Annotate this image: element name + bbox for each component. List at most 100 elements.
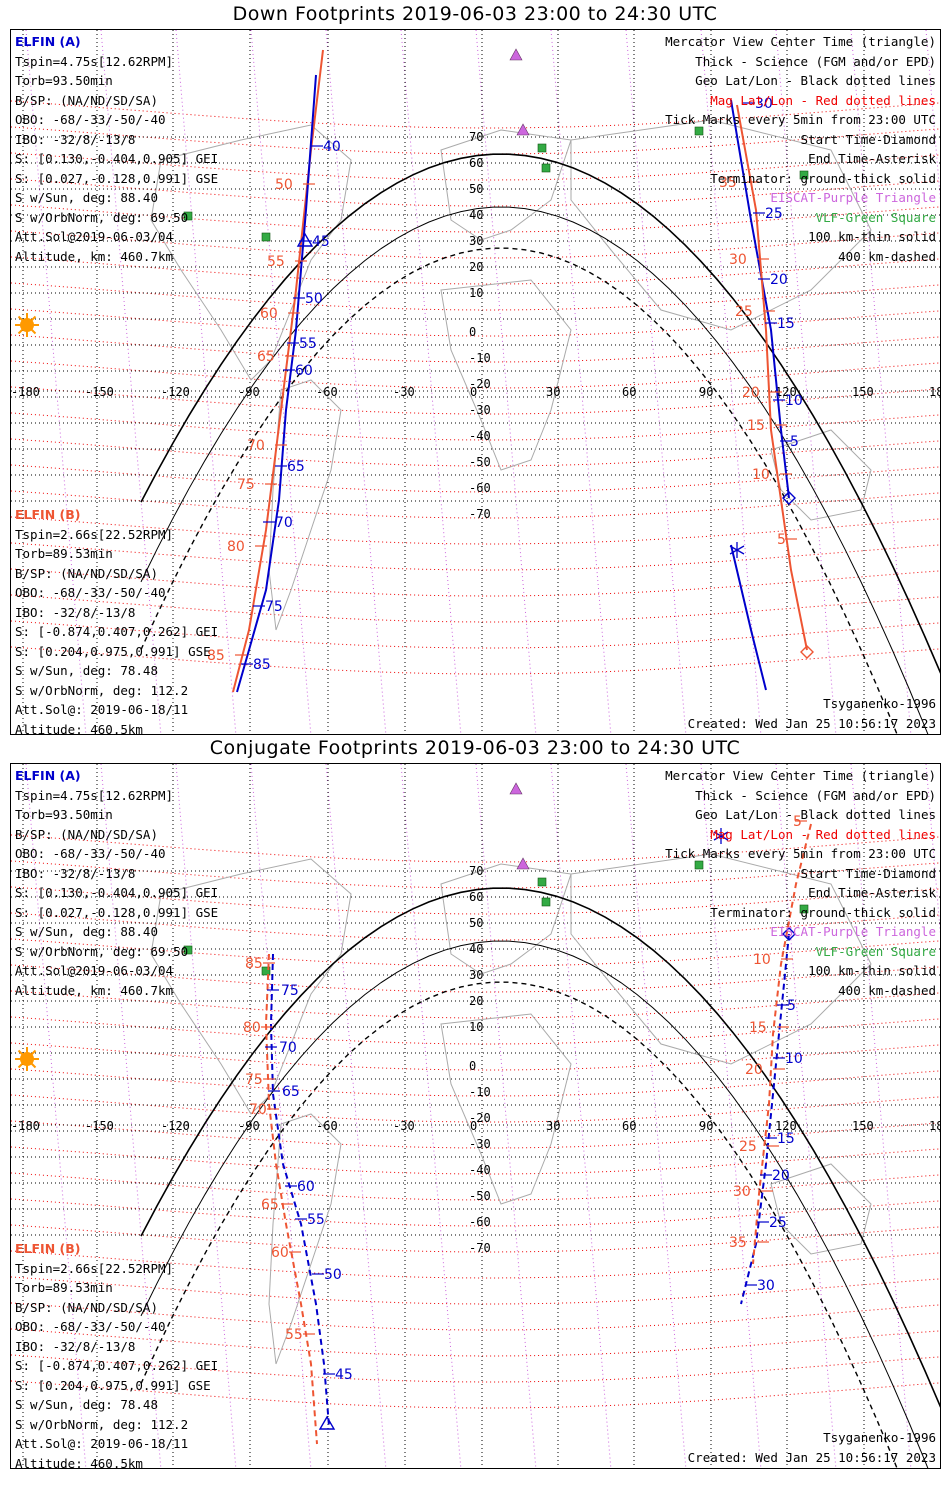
lat-tick-label: 70 xyxy=(469,864,483,878)
elfin-b-tick-label: 25 xyxy=(735,304,753,320)
mag-lat-line xyxy=(11,594,940,623)
legend-item: Terminator: ground-thick solid xyxy=(710,904,936,920)
lat-tick-label: 10 xyxy=(469,286,483,300)
elfin-a-tick-label: 25 xyxy=(765,206,783,222)
elfin-b-tick-label: 80 xyxy=(227,539,245,555)
legend-item: Tick Marks every 5min from 23:00 UTC xyxy=(665,846,936,861)
mag-lat-line xyxy=(11,860,940,889)
elfin-b-tick-label: 55 xyxy=(267,254,285,270)
info-line: IBO: -32/8/-13/8 xyxy=(15,865,136,881)
legend-item: 100 km-thin solid xyxy=(808,963,936,978)
terminator-100km xyxy=(140,206,929,734)
sun-icon xyxy=(15,313,39,337)
elfin-b-tick-label: 70 xyxy=(247,438,265,454)
continent-outline xyxy=(150,124,352,381)
elfin-b-label: ELFIN (B) xyxy=(15,507,81,522)
mag-lat-line xyxy=(11,282,940,311)
continent-outline xyxy=(268,1113,342,1365)
mag-lat-line xyxy=(11,438,940,467)
mag-lat-line xyxy=(11,204,940,233)
elfin-b-tick-label: 20 xyxy=(745,1062,763,1078)
elfin-a-tick-label: 10 xyxy=(785,1051,803,1067)
elfin-b-tick-label: 15 xyxy=(749,1020,767,1036)
purple-triangle-icon xyxy=(509,782,523,795)
lon-tick-label: 90 xyxy=(699,1119,713,1133)
lon-tick-label: -90 xyxy=(238,385,260,399)
sun-icon xyxy=(15,1047,39,1071)
info-line: B/SP: (NA/ND/SD/SA) xyxy=(15,1299,158,1315)
legend-item: Tick Marks every 5min from 23:00 UTC xyxy=(665,112,936,127)
map-down-footprints: -180-150-120-90-60-300306090120150180706… xyxy=(11,30,941,734)
legend-item: 400 km-dashed xyxy=(838,982,936,998)
elfin-a-tick-label: 45 xyxy=(335,1367,353,1383)
lat-tick-label: 20 xyxy=(469,260,483,274)
legend-item: Mercator View Center Time (triangle) xyxy=(665,768,936,783)
lon-tick-label: -60 xyxy=(316,385,338,399)
continent-outline xyxy=(570,119,872,331)
lon-tick-label: 150 xyxy=(852,385,874,399)
mag-lat-line xyxy=(11,230,940,259)
mag-lat-line xyxy=(11,360,940,389)
panel-2-title: Conjugate Footprints 2019-06-03 23:00 to… xyxy=(209,737,741,759)
legend-item: Geo Lat/Lon - Black dotted lines xyxy=(695,807,936,822)
green-square-icon xyxy=(799,904,809,914)
map-conjugate-footprints: -180-150-120-90-60-300306090120150180706… xyxy=(11,764,940,1468)
elfin-a-tick-label: 5 xyxy=(790,434,799,450)
diamond-icon xyxy=(782,491,796,505)
info-line: Torb=89.53min xyxy=(15,1280,113,1295)
lon-tick-label: -60 xyxy=(316,1119,338,1133)
elfin-b-tick-label: 15 xyxy=(747,418,765,434)
legend-item: Mag Lat/Lon - Red dotted lines xyxy=(710,92,936,108)
green-square-icon xyxy=(537,143,547,153)
mag-lat-line xyxy=(11,938,940,967)
elfin-b-info: ELFIN (B) Tspin=2.66s[22.52RPM] Torb=89.… xyxy=(15,1239,218,1468)
elfin-a-tick-label: 75 xyxy=(281,983,299,999)
elfin-b-tick-label: 25 xyxy=(739,1139,757,1155)
legend-item: VLF-Green Square xyxy=(815,943,936,959)
continent-outline xyxy=(440,863,572,975)
lon-tick-label: -90 xyxy=(238,1119,260,1133)
terminator-400km xyxy=(140,981,898,1468)
info-line: B/SP: (NA/ND/SD/SA) xyxy=(15,565,158,581)
elfin-b-tick-label: 60 xyxy=(271,1245,289,1261)
elfin-a-track xyxy=(269,953,330,1427)
lat-tick-label: -30 xyxy=(469,1137,491,1151)
lon-tick-label: 60 xyxy=(622,1119,636,1133)
panel-1-title: Down Footprints 2019-06-03 23:00 to 24:3… xyxy=(232,3,718,25)
mag-lat-line xyxy=(11,886,940,915)
mag-lat-line xyxy=(11,1016,940,1045)
lat-tick-label: -70 xyxy=(469,507,491,521)
info-line: Altitude, km: 460.7km xyxy=(15,248,174,264)
terminator-ground xyxy=(140,153,940,674)
model-label: Tsyganenko-1996 xyxy=(823,1430,936,1445)
info-line: Torb=89.53min xyxy=(15,546,113,561)
lat-tick-label: 40 xyxy=(469,942,483,956)
elfin-b-label: ELFIN (B) xyxy=(15,1241,81,1256)
info-line: S: [0.130,-0.404,0.905] GEI xyxy=(15,151,219,166)
diamond-icon xyxy=(800,645,814,659)
green-square-icon xyxy=(694,860,704,870)
lat-tick-label: 70 xyxy=(469,130,483,144)
continent-outline xyxy=(770,429,872,521)
info-line: OBO: -68/-33/-50/-40 xyxy=(15,112,166,127)
mag-lat-line xyxy=(11,1250,940,1279)
info-line: B/SP: (NA/ND/SD/SA) xyxy=(15,826,158,842)
lat-tick-label: 40 xyxy=(469,208,483,222)
map-legend: Mercator View Center Time (triangle) Thi… xyxy=(665,32,936,266)
lat-tick-label: 60 xyxy=(469,156,483,170)
lat-tick-label: 60 xyxy=(469,890,483,904)
elfin-b-tick-label: 75 xyxy=(245,1072,263,1088)
lat-tick-label: 30 xyxy=(469,968,483,982)
green-square-icon xyxy=(261,232,271,242)
lon-tick-label: 180 xyxy=(929,385,941,399)
map-footer: Tsyganenko-1996 Created: Wed Jan 25 10:5… xyxy=(688,694,936,733)
lon-tick-label: 0 xyxy=(470,1119,477,1133)
elfin-b-info: ELFIN (B) Tspin=2.66s[22.52RPM] Torb=89.… xyxy=(15,505,218,734)
info-line: S w/Sun, deg: 78.48 xyxy=(15,663,158,678)
elfin-a-tick-label: 55 xyxy=(307,1212,325,1228)
mag-lat-line xyxy=(11,334,940,363)
lat-tick-label: -20 xyxy=(469,1111,491,1125)
mag-lat-line xyxy=(11,126,940,155)
legend-item: Thick - Science (FGM and/or EPD) xyxy=(695,53,936,69)
continent-outline xyxy=(440,1013,572,1205)
